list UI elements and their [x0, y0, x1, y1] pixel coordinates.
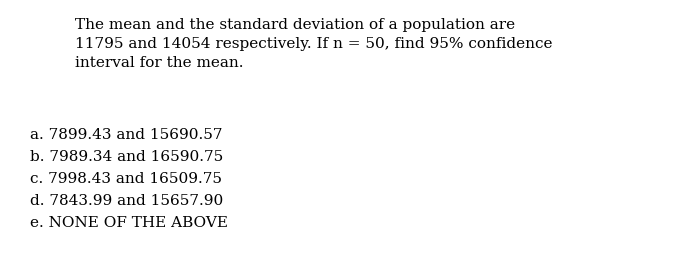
Text: c. 7998.43 and 16509.75: c. 7998.43 and 16509.75 — [30, 172, 222, 186]
Text: interval for the mean.: interval for the mean. — [75, 56, 244, 70]
Text: e. NONE OF THE ABOVE: e. NONE OF THE ABOVE — [30, 216, 228, 230]
Text: The mean and the standard deviation of a population are: The mean and the standard deviation of a… — [75, 18, 515, 32]
Text: 11795 and 14054 respectively. If n = 50, find 95% confidence: 11795 and 14054 respectively. If n = 50,… — [75, 37, 553, 51]
Text: d. 7843.99 and 15657.90: d. 7843.99 and 15657.90 — [30, 194, 223, 208]
Text: b. 7989.34 and 16590.75: b. 7989.34 and 16590.75 — [30, 150, 223, 164]
Text: a. 7899.43 and 15690.57: a. 7899.43 and 15690.57 — [30, 128, 222, 142]
